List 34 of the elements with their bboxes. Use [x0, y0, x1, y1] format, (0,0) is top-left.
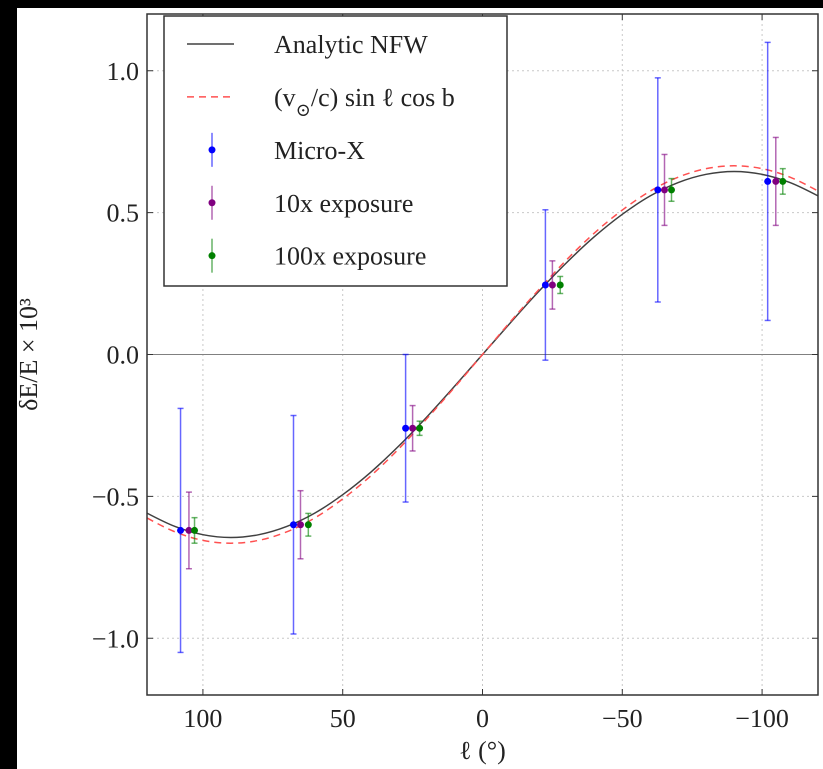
point	[548, 281, 556, 288]
point	[409, 424, 416, 432]
y-axis-title: δE/E × 10³	[14, 298, 43, 411]
point	[290, 521, 297, 528]
point	[779, 178, 786, 185]
point	[191, 526, 198, 534]
point	[668, 186, 675, 194]
x-tick-label: 0	[476, 704, 489, 733]
legend-label: Micro-X	[274, 136, 366, 165]
point	[764, 178, 772, 185]
legend-label: Analytic NFW	[274, 30, 428, 59]
point	[296, 521, 304, 528]
y-tick-label: 0.5	[106, 198, 139, 228]
x-tick-label: 50	[330, 704, 356, 733]
legend-label: 100x exposure	[274, 242, 426, 271]
x-axis-title: ℓ (°)	[459, 736, 506, 765]
point	[177, 526, 184, 534]
point	[304, 521, 312, 528]
legend-label: (v$_{⊙}$/c) sin ℓ cos b	[274, 82, 455, 120]
point	[402, 424, 410, 432]
x-tick-label: 100	[183, 704, 222, 733]
y-tick-label: −0.5	[92, 482, 139, 512]
legend-label: 10x exposure	[274, 188, 414, 218]
point	[654, 186, 662, 194]
point	[556, 281, 564, 288]
point	[772, 178, 780, 185]
y-tick-label: 0.0	[106, 340, 139, 370]
point	[661, 186, 668, 194]
y-tick-label: 1.0	[106, 56, 139, 86]
x-tick-label: −50	[602, 704, 643, 733]
point	[542, 281, 549, 288]
x-tick-label: −100	[735, 704, 789, 733]
point	[416, 424, 424, 432]
y-tick-label: −1.0	[92, 624, 139, 654]
